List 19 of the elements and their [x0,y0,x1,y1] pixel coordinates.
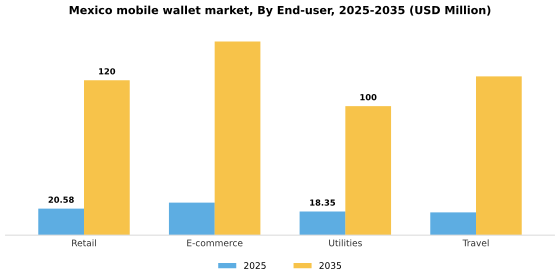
x-tick-label: Utilities [329,239,362,246]
x-tick-label: Retail [72,239,96,246]
legend-label: 2035 [319,262,342,269]
bar [168,202,215,236]
legend-label: 2025 [244,262,266,269]
bar [476,76,522,236]
data-label: 120 [99,68,116,75]
x-tick-label: Travel [462,239,489,246]
bar [300,212,346,236]
bar [430,212,476,236]
x-tick-label: E-commerce [187,240,242,246]
bar [345,106,392,236]
data-label: 20.58 [48,196,74,203]
chart-title: Mexico mobile wallet market, By End-user, 2025-2035 (USD Million) [70,6,490,17]
bar [214,42,260,236]
data-label: 100 [360,94,376,100]
bar [38,208,84,236]
data-label: 18.35 [310,199,336,206]
bar [84,80,130,236]
